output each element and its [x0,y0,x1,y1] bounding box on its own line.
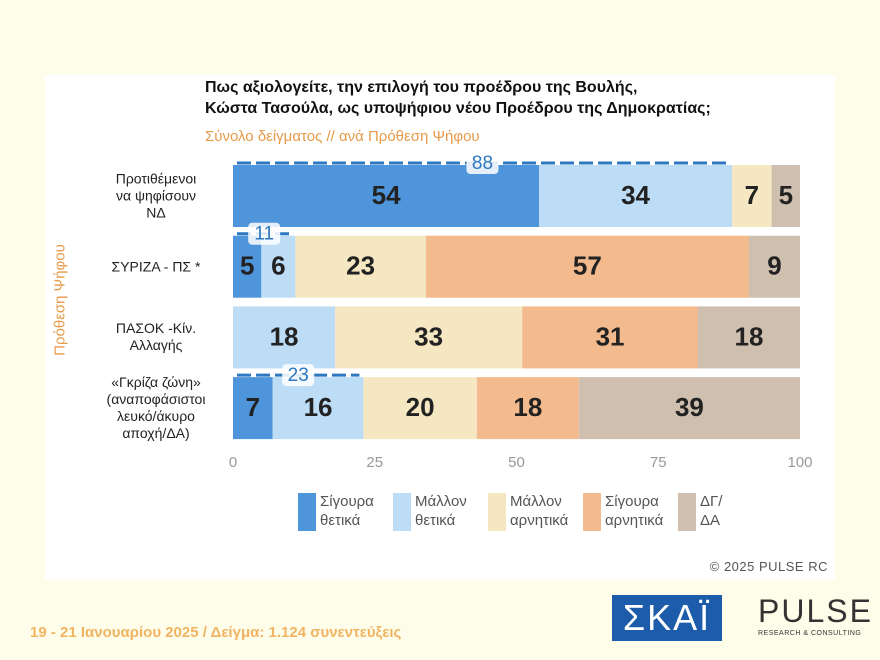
data-label: 6 [271,251,285,281]
bar-segment [233,377,273,440]
x-tick-label: 50 [508,454,525,471]
data-label: 54 [372,180,401,210]
bar-segment [522,306,698,369]
logo: ΣΚΑΪ [612,595,722,641]
y-tick-label: ΣΥΡΙΖΑ - ΠΣ * [111,258,201,275]
legend-swatch [488,493,506,531]
data-label: 5 [779,180,793,210]
data-label: 20 [406,392,435,422]
legend-label: Μάλλον θετικά [415,493,467,529]
total-label-bg [282,364,315,387]
legend-label: Σίγουρα αρνητικά [605,493,664,529]
data-label: 23 [346,251,375,281]
logo-subtitle: RESEARCH & CONSULTING [758,630,862,637]
y-tick-label: Προτιθέμενοι να ψηφίσουν ΝΔ [115,170,197,221]
copyright: © 2025 PULSE RC [709,559,828,574]
bar-segment [233,165,540,227]
bar-segment [335,306,523,369]
data-label: 39 [675,392,704,422]
legend-label: Μάλλον αρνητικά [510,493,569,529]
x-tick-label: 25 [366,454,383,471]
data-label: 18 [513,392,542,422]
bar-segment [539,165,732,227]
y-axis-label: Πρόθεση Ψήφου [51,244,69,356]
data-label: 33 [414,321,443,351]
bar-segment [476,377,579,440]
bar-segment [272,377,364,440]
x-tick-label: 75 [650,454,667,471]
chart-title: Πως αξιολογείτε, την επιλογή του προέδρο… [205,79,711,117]
bar-segment [233,306,336,369]
total-label: 23 [288,365,309,386]
data-label: 18 [735,321,764,351]
data-label: 9 [767,251,781,281]
total-label-bg [248,222,281,245]
data-label: 5 [240,251,254,281]
bar-segment [295,235,426,298]
data-label: 57 [573,251,602,281]
data-label: 16 [304,392,333,422]
bar-segment [731,165,772,227]
data-label: 34 [621,180,650,210]
total-label: 88 [472,153,493,174]
bar-segment [233,235,262,298]
legend-swatch [678,493,696,531]
bar-segment [748,235,800,298]
total-label-bg [466,152,499,174]
data-label: 7 [246,392,260,422]
legend-swatch [583,493,601,531]
data-label: 7 [745,180,759,210]
y-tick-label: ΠΑΣΟΚ -Κίν. Αλλαγής [115,320,197,354]
footer: 19 - 21 Ιανουαρίου 2025 / Δείγμα: 1.124 … [30,624,402,641]
data-label: 31 [596,321,625,351]
legend-label: Σίγουρα θετικά [320,493,374,529]
x-tick-label: 0 [229,454,237,471]
bar-segment [771,165,800,227]
logo: PULSE [758,593,873,629]
chart-subtitle: Σύνολο δείγματος // ανά Πρόθεση Ψήφου [205,128,480,145]
legend-label: ΔΓ/ ΔΑ [700,493,723,529]
x-tick-label: 100 [787,454,812,471]
bar-segment [425,235,749,298]
bar-segment [578,377,800,440]
bar-segment [697,306,800,369]
y-tick-label: «Γκρίζα ζώνη» (αναποφάσιστοι λευκό/άκυρο… [106,374,206,442]
data-label: 18 [270,321,299,351]
legend-swatch [393,493,411,531]
bar-segment [363,377,477,440]
legend-swatch [298,493,316,531]
bar-segment [261,235,296,298]
total-label: 11 [254,224,274,245]
